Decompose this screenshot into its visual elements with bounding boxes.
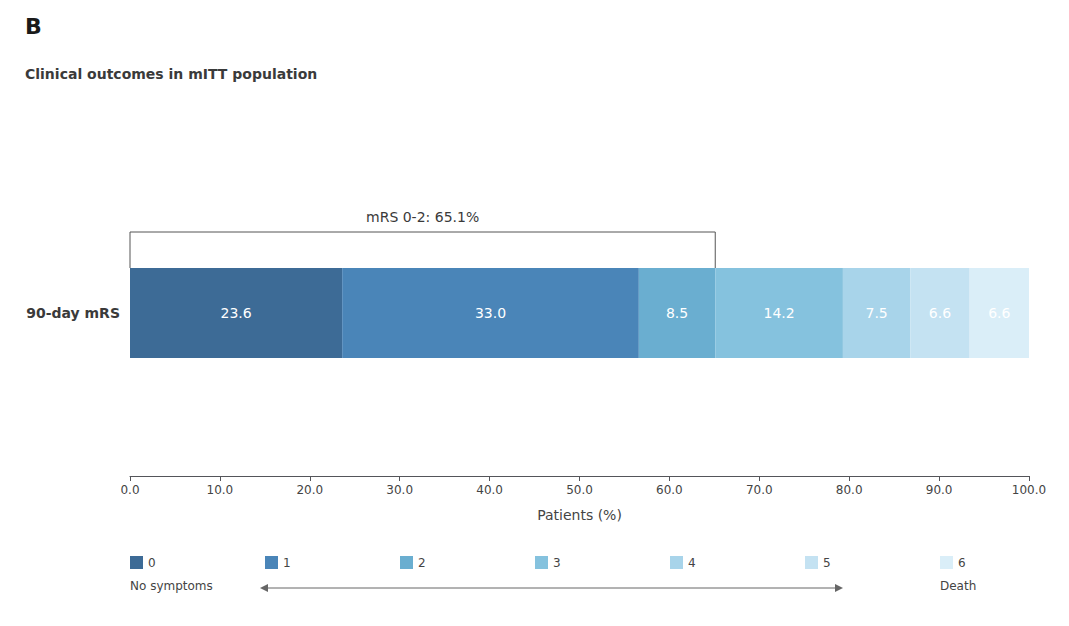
svg-text:33.0: 33.0 — [475, 305, 506, 321]
svg-text:14.2: 14.2 — [763, 305, 794, 321]
svg-text:60.0: 60.0 — [656, 483, 683, 497]
svg-text:mRS 0-2: 65.1%: mRS 0-2: 65.1% — [366, 209, 479, 225]
svg-text:30.0: 30.0 — [386, 483, 413, 497]
svg-text:6: 6 — [958, 556, 966, 570]
svg-text:80.0: 80.0 — [836, 483, 863, 497]
svg-text:10.0: 10.0 — [207, 483, 234, 497]
svg-text:6.6: 6.6 — [929, 305, 951, 321]
svg-text:1: 1 — [283, 556, 291, 570]
svg-text:Death: Death — [940, 579, 976, 593]
svg-text:4: 4 — [688, 556, 696, 570]
svg-text:7.5: 7.5 — [865, 305, 887, 321]
svg-text:2: 2 — [418, 556, 426, 570]
svg-text:3: 3 — [553, 556, 561, 570]
svg-text:8.5: 8.5 — [666, 305, 688, 321]
svg-text:50.0: 50.0 — [566, 483, 593, 497]
svg-text:20.0: 20.0 — [296, 483, 323, 497]
svg-text:70.0: 70.0 — [746, 483, 773, 497]
svg-text:0.0: 0.0 — [120, 483, 139, 497]
svg-text:23.6: 23.6 — [220, 305, 251, 321]
svg-text:90.0: 90.0 — [926, 483, 953, 497]
svg-text:No symptoms: No symptoms — [130, 579, 213, 593]
svg-text:100.0: 100.0 — [1012, 483, 1046, 497]
svg-text:40.0: 40.0 — [476, 483, 503, 497]
svg-text:Patients (%): Patients (%) — [537, 507, 622, 523]
svg-text:Clinical outcomes in mITT popu: Clinical outcomes in mITT population — [25, 66, 317, 82]
svg-text:B: B — [25, 14, 42, 39]
svg-text:5: 5 — [823, 556, 831, 570]
svg-text:90-day mRS: 90-day mRS — [26, 305, 120, 321]
svg-text:6.6: 6.6 — [988, 305, 1010, 321]
svg-text:0: 0 — [148, 556, 156, 570]
